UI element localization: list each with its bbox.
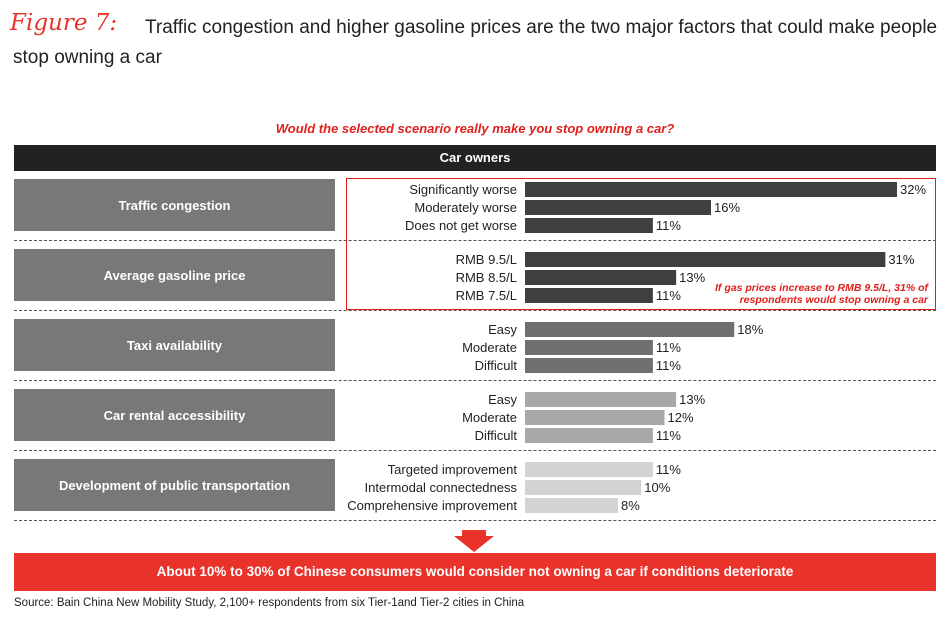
highlight-box bbox=[346, 178, 936, 310]
value-label: 11% bbox=[656, 428, 681, 443]
callout-annotation: If gas prices increase to RMB 9.5/L, 31%… bbox=[715, 282, 928, 306]
chart-title: Traffic congestion and higher gasoline p… bbox=[13, 17, 938, 68]
category-label: Difficult bbox=[475, 358, 518, 373]
value-label: 11% bbox=[656, 218, 681, 233]
value-label: 11% bbox=[656, 462, 681, 477]
category-label: Moderate bbox=[462, 410, 517, 425]
bar bbox=[525, 462, 653, 477]
bar bbox=[525, 498, 618, 513]
down-arrow-icon bbox=[454, 530, 494, 552]
value-label: 16% bbox=[714, 200, 740, 215]
category-label: Easy bbox=[488, 322, 517, 337]
source-note: Source: Bain China New Mobility Study, 2… bbox=[14, 597, 525, 609]
divider bbox=[14, 520, 936, 521]
category-label: Moderate bbox=[462, 340, 517, 355]
group-label-public-transportation: Development of public transportation bbox=[14, 459, 335, 511]
bar bbox=[525, 392, 677, 407]
value-label: 32% bbox=[900, 182, 926, 197]
category-label: RMB 7.5/L bbox=[456, 288, 517, 303]
header-bar: Car owners bbox=[14, 145, 936, 171]
bar bbox=[525, 182, 897, 197]
divider bbox=[14, 450, 936, 451]
divider bbox=[14, 240, 936, 241]
value-label: 13% bbox=[679, 392, 705, 407]
value-label: 11% bbox=[656, 288, 681, 303]
bar bbox=[525, 480, 642, 495]
category-label: Significantly worse bbox=[409, 182, 517, 197]
category-label: Moderately worse bbox=[414, 200, 517, 215]
bar bbox=[525, 252, 886, 267]
bar bbox=[525, 358, 653, 373]
bar bbox=[525, 410, 665, 425]
value-label: 12% bbox=[668, 410, 694, 425]
bar bbox=[525, 200, 711, 215]
bar bbox=[525, 428, 653, 443]
value-label: 8% bbox=[621, 498, 640, 513]
value-label: 11% bbox=[656, 358, 681, 373]
group-label-traffic-congestion: Traffic congestion bbox=[14, 179, 335, 231]
category-label: Easy bbox=[488, 392, 517, 407]
figure-label: Figure 7: bbox=[10, 10, 118, 36]
value-label: 13% bbox=[679, 270, 705, 285]
chart-question: Would the selected scenario really make … bbox=[275, 121, 675, 136]
group-label-car-rental: Car rental accessibility bbox=[14, 389, 335, 441]
category-label: Intermodal connectedness bbox=[365, 480, 518, 495]
value-label: 31% bbox=[888, 252, 914, 267]
category-label: RMB 8.5/L bbox=[456, 270, 517, 285]
value-label: 11% bbox=[656, 340, 681, 355]
category-label: Difficult bbox=[475, 428, 518, 443]
bar bbox=[525, 270, 677, 285]
divider bbox=[14, 310, 936, 311]
category-label: Targeted improvement bbox=[388, 462, 518, 477]
category-label: RMB 9.5/L bbox=[456, 252, 517, 267]
category-label: Comprehensive improvement bbox=[347, 498, 517, 513]
bar bbox=[525, 340, 653, 355]
category-label: Does not get worse bbox=[405, 218, 517, 233]
value-label: 10% bbox=[644, 480, 670, 495]
bar bbox=[525, 288, 653, 303]
value-label: 18% bbox=[737, 322, 763, 337]
bar bbox=[525, 218, 653, 233]
bar bbox=[525, 322, 735, 337]
group-label-taxi-availability: Taxi availability bbox=[14, 319, 335, 371]
group-label-gasoline-price: Average gasoline price bbox=[14, 249, 335, 301]
conclusion-banner: About 10% to 30% of Chinese consumers wo… bbox=[14, 553, 936, 591]
divider bbox=[14, 380, 936, 381]
